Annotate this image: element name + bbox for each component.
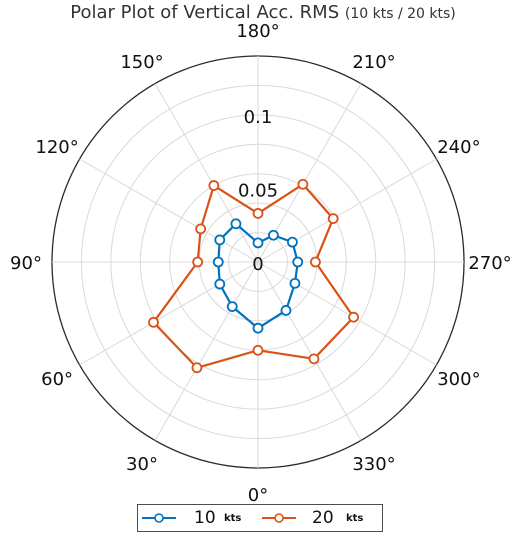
series-1-point: [230, 218, 242, 230]
series-2-point: [208, 180, 220, 191]
series-2-point: [348, 311, 359, 323]
r-tick-label: 0.1: [244, 107, 273, 128]
series-2-point: [195, 223, 207, 235]
grid-spoke: [257, 261, 437, 366]
legend-label-series-2: 20: [312, 508, 334, 528]
legend-swatch-series-1: [142, 513, 176, 523]
theta-tick-label: 210°: [352, 52, 395, 73]
series-2-point: [191, 362, 203, 374]
theta-tick-label: 150°: [120, 52, 163, 73]
chart-title: Polar Plot of Vertical Acc. RMS (10 kts …: [0, 2, 526, 23]
grid-spoke: [79, 158, 259, 263]
theta-tick-label: 300°: [437, 369, 480, 390]
series-2-point: [309, 256, 321, 268]
series-1-point: [287, 236, 298, 248]
chart-title-main: Polar Plot of Vertical Acc. RMS: [70, 2, 340, 23]
series-1-point: [212, 256, 224, 268]
legend-label-series-1: 10: [194, 508, 216, 528]
series-1-point: [292, 256, 304, 268]
legend: 10 kts 20 kts: [137, 504, 383, 532]
label-layer: 0° 30° 60° 90° 120° 150° 180° 210° 240° 270° 300° 3…: [10, 21, 512, 506]
series-2-point: [252, 208, 264, 219]
series-1-point: [280, 305, 292, 316]
series-2-point: [252, 344, 264, 356]
theta-tick-label: 240°: [437, 137, 480, 158]
legend-unit-series-1: kts: [224, 513, 242, 524]
grid-spoke: [79, 261, 259, 366]
theta-tick-label: 330°: [352, 454, 395, 475]
theta-tick-label: 180°: [236, 21, 279, 42]
series-1-point: [252, 322, 264, 334]
r-tick-label: 0: [252, 254, 263, 275]
series-1-point: [214, 234, 226, 246]
series-1-point: [268, 229, 279, 241]
theta-tick-label: 0°: [248, 485, 268, 506]
legend-swatch-series-2: [262, 513, 296, 523]
legend-unit-series-2: kts: [346, 513, 364, 524]
chart-subtitle: (10 kts / 20 kts): [344, 6, 456, 22]
grid-spoke: [257, 158, 437, 263]
r-tick-label: 0.05: [238, 180, 278, 201]
grid-spoke: [154, 261, 259, 441]
series-1-point: [289, 277, 301, 289]
grid-spoke: [154, 83, 259, 263]
series-1-point: [226, 301, 238, 313]
theta-tick-label: 30°: [126, 454, 158, 475]
series-2-point: [297, 178, 309, 190]
theta-tick-label: 90°: [10, 253, 42, 274]
grid-spoke: [257, 261, 362, 441]
series-2-point: [192, 256, 204, 268]
series-2-point: [327, 213, 339, 224]
series-layer: [148, 178, 359, 374]
theta-tick-label: 270°: [468, 253, 511, 274]
series-1-point: [214, 278, 226, 290]
series-2-point: [308, 353, 320, 365]
theta-tick-label: 60°: [41, 369, 73, 390]
theta-tick-label: 120°: [35, 137, 78, 158]
series-1-point: [252, 237, 264, 249]
series-2-point: [148, 316, 159, 328]
